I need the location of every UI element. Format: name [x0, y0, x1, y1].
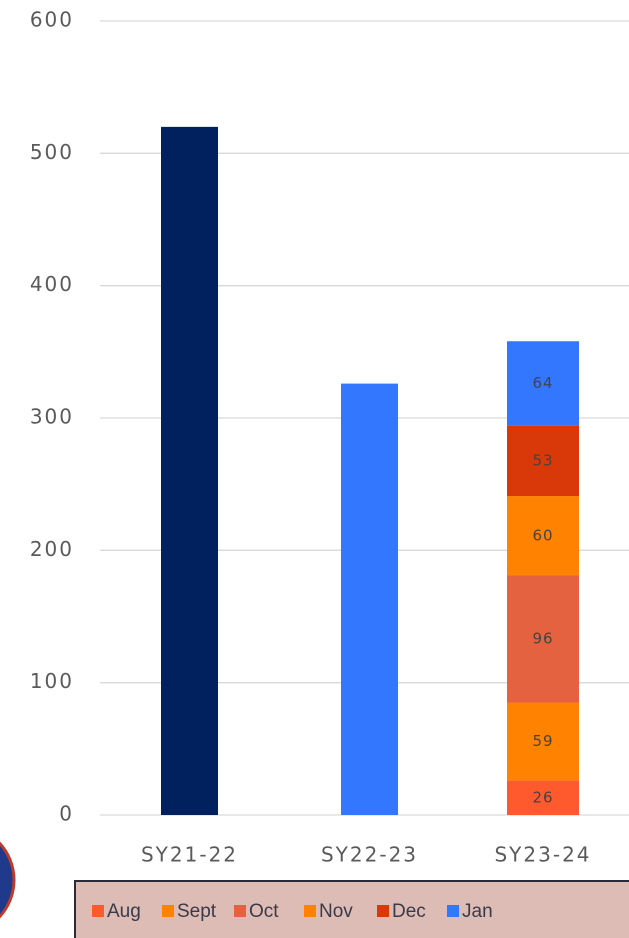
legend-label: Dec	[392, 901, 426, 922]
legend-label: Nov	[319, 901, 353, 922]
y-tick-label: 500	[30, 140, 74, 164]
y-tick-label: 300	[30, 405, 74, 429]
logo	[0, 841, 16, 919]
legend-swatch	[162, 905, 174, 917]
bar	[341, 383, 398, 815]
y-tick-label: 400	[30, 272, 74, 296]
x-tick-label: SY22-23	[321, 843, 418, 867]
legend-swatch	[447, 905, 459, 917]
legend-label: Oct	[249, 901, 279, 922]
bar-segment	[507, 496, 579, 576]
x-tick-label: SY23-24	[494, 843, 591, 867]
bar	[161, 126, 218, 815]
y-tick-label: 600	[30, 8, 74, 32]
bar-segment	[507, 780, 579, 815]
segment-label: 53	[532, 452, 553, 470]
segment-label: 60	[532, 526, 553, 544]
segment-label: 59	[532, 732, 553, 750]
legend-label: Aug	[107, 901, 141, 922]
bar-segment	[507, 575, 579, 703]
bar-segment	[507, 425, 579, 497]
legend-label: Sept	[177, 901, 217, 922]
y-tick-label: 0	[59, 802, 74, 826]
bar-segment	[507, 702, 579, 781]
legend-swatch	[304, 905, 316, 917]
x-tick-label: SY21-22	[141, 843, 238, 867]
legend-swatch	[377, 905, 389, 917]
y-tick-label: 100	[30, 669, 74, 693]
legend-swatch	[92, 905, 104, 917]
segment-label: 26	[532, 788, 553, 806]
legend-label: Jan	[462, 901, 493, 922]
segment-label: 64	[532, 374, 553, 392]
y-tick-label: 200	[30, 537, 74, 561]
bar-segment	[507, 341, 579, 426]
segment-label: 96	[532, 629, 553, 647]
legend-swatch	[234, 905, 246, 917]
